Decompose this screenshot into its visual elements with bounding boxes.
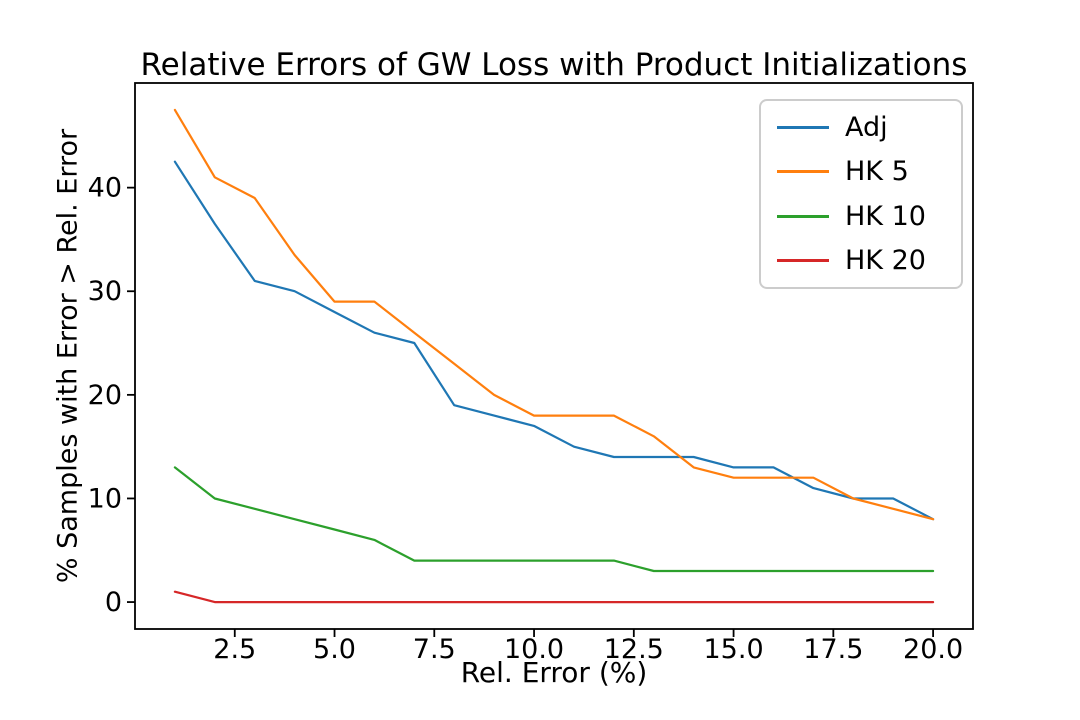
x-tick-label: 12.5 xyxy=(604,634,664,665)
x-tick-label: 15.0 xyxy=(704,634,764,665)
y-tick-label: 40 xyxy=(88,173,122,204)
legend-item-adj: Adj xyxy=(777,114,955,141)
legend-item-hk5: HK 5 xyxy=(777,158,955,185)
x-tick-label: 17.5 xyxy=(803,634,863,665)
legend-label-hk5: HK 5 xyxy=(845,156,909,188)
legend-label-hk10: HK 10 xyxy=(845,200,926,232)
line-hk20 xyxy=(173,590,935,604)
legend: Adj HK 5 HK 10 HK 20 xyxy=(759,99,963,289)
x-tick-label: 5.0 xyxy=(313,634,356,665)
chart-title: Relative Errors of GW Loss with Product … xyxy=(140,47,968,83)
y-tick-label: 30 xyxy=(88,276,122,307)
y-tick-label: 0 xyxy=(105,587,122,618)
legend-line-swatch-hk10 xyxy=(777,214,829,218)
x-tick-label: 10.0 xyxy=(504,634,564,665)
y-axis-label: % Samples with Error > Rel. Error xyxy=(52,128,84,584)
y-tick-label: 20 xyxy=(88,380,122,411)
x-tick-label: 20.0 xyxy=(903,634,963,665)
legend-line-swatch-adj xyxy=(777,125,829,129)
plot-border xyxy=(134,82,974,630)
x-axis-label: Rel. Error (%) xyxy=(460,656,648,689)
x-tick-label: 2.5 xyxy=(213,634,256,665)
legend-label-adj: Adj xyxy=(845,111,888,143)
line-adj xyxy=(173,160,935,521)
line-hk10 xyxy=(173,466,935,573)
y-tick-label: 10 xyxy=(88,483,122,514)
legend-label-hk20: HK 20 xyxy=(845,245,926,277)
legend-item-hk10: HK 10 xyxy=(777,203,955,230)
legend-line-swatch-hk20 xyxy=(777,259,829,263)
legend-item-hk20: HK 20 xyxy=(777,247,955,274)
legend-line-swatch-hk5 xyxy=(777,170,829,174)
x-tick-label: 7.5 xyxy=(413,634,456,665)
line-hk5 xyxy=(173,108,935,521)
